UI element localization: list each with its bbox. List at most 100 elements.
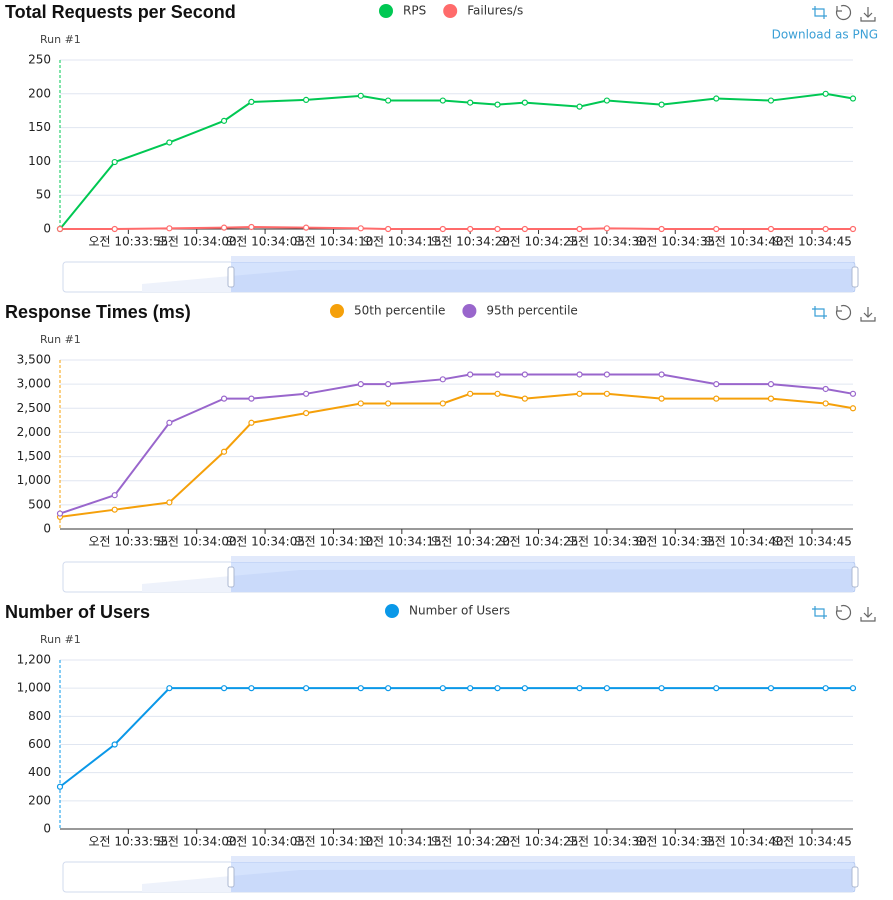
legend-label[interactable]: RPS bbox=[403, 4, 426, 18]
data-point bbox=[849, 225, 857, 233]
toolbox-icon[interactable] bbox=[835, 4, 852, 21]
chart-title: Response Times (ms) bbox=[5, 302, 191, 322]
x-tick-label: 오전 10:34:40 bbox=[704, 835, 784, 849]
zoom-handle[interactable] bbox=[227, 266, 235, 288]
toolbox-icon[interactable] bbox=[835, 604, 852, 621]
x-tick-label: 오전 10:34:05 bbox=[225, 235, 305, 249]
toolbox-icon[interactable] bbox=[860, 607, 876, 622]
x-tick-label: 오전 10:34:30 bbox=[567, 535, 647, 549]
toolbox-icon[interactable] bbox=[835, 304, 852, 321]
y-tick-label: 800 bbox=[28, 709, 51, 723]
legend-marker[interactable] bbox=[462, 304, 477, 318]
x-tick-label: 오전 10:34:00 bbox=[157, 535, 237, 549]
x-tick-label: 오전 10:34:25 bbox=[499, 535, 579, 549]
x-tick-label: 오전 10:34:30 bbox=[567, 235, 647, 249]
x-tick-label: 오전 10:34:15 bbox=[362, 835, 442, 849]
data-point bbox=[166, 685, 173, 692]
data-point bbox=[220, 448, 228, 455]
zoom-top-bar bbox=[231, 556, 855, 562]
toolbox-tooltip: Download as PNG bbox=[772, 28, 878, 42]
legend-marker[interactable] bbox=[385, 604, 399, 618]
y-tick-label: 3,500 bbox=[17, 353, 51, 367]
data-point bbox=[303, 685, 310, 692]
legend-marker[interactable] bbox=[443, 4, 458, 18]
x-tick-label: 오전 10:33:55 bbox=[88, 535, 168, 549]
data-point bbox=[849, 685, 857, 692]
data-point bbox=[658, 101, 665, 108]
legend-label[interactable]: Number of Users bbox=[409, 604, 510, 618]
data-point bbox=[713, 225, 720, 233]
toolbox-icon[interactable] bbox=[812, 606, 827, 619]
data-point bbox=[467, 685, 474, 692]
data-point bbox=[467, 225, 474, 233]
data-point bbox=[603, 685, 610, 692]
x-tick-label: 오전 10:34:45 bbox=[772, 235, 852, 249]
toolbox-icon[interactable] bbox=[860, 307, 876, 322]
data-point bbox=[166, 225, 173, 232]
toolbox-icon[interactable] bbox=[812, 6, 827, 19]
data-point bbox=[576, 390, 583, 397]
y-tick-label: 50 bbox=[36, 188, 51, 202]
data-point bbox=[576, 103, 583, 110]
series-line bbox=[59, 687, 853, 788]
data-point bbox=[494, 225, 501, 233]
toolbox-icon[interactable] bbox=[860, 7, 876, 22]
data-point bbox=[439, 685, 446, 692]
zoom-handle[interactable] bbox=[227, 566, 235, 588]
data-point bbox=[303, 390, 310, 397]
data-point bbox=[494, 101, 501, 108]
x-tick-label: 오전 10:34:15 bbox=[362, 535, 442, 549]
y-tick-label: 1,200 bbox=[17, 653, 51, 667]
data-point bbox=[767, 381, 775, 388]
legend-label[interactable]: 95th percentile bbox=[486, 304, 577, 318]
zoom-preview bbox=[142, 569, 853, 592]
data-point bbox=[111, 158, 118, 166]
x-tick-label: 오전 10:34:35 bbox=[635, 535, 715, 549]
y-tick-label: 3,000 bbox=[17, 377, 51, 391]
legend-marker[interactable] bbox=[379, 4, 393, 18]
x-tick-label: 오전 10:34:35 bbox=[635, 835, 715, 849]
zoom-selection[interactable] bbox=[231, 262, 855, 292]
x-tick-label: 오전 10:34:35 bbox=[635, 235, 715, 249]
data-point bbox=[494, 371, 501, 378]
data-point bbox=[385, 97, 392, 104]
data-point bbox=[767, 395, 775, 402]
y-tick-label: 0 bbox=[43, 522, 51, 536]
zoom-selection[interactable] bbox=[231, 562, 855, 592]
data-point bbox=[849, 405, 857, 412]
zoom-handle[interactable] bbox=[851, 566, 859, 588]
data-point bbox=[603, 225, 610, 232]
data-point bbox=[576, 371, 583, 378]
zoom-handle[interactable] bbox=[851, 266, 859, 288]
x-tick-label: 오전 10:34:10 bbox=[294, 535, 374, 549]
data-point bbox=[521, 225, 528, 233]
y-tick-label: 400 bbox=[28, 765, 51, 779]
zoom-preview bbox=[142, 869, 853, 892]
data-point bbox=[439, 376, 446, 383]
zoom-handle[interactable] bbox=[227, 866, 235, 888]
y-tick-label: 1,000 bbox=[17, 681, 51, 695]
x-tick-label: 오전 10:34:40 bbox=[704, 535, 784, 549]
zoom-selection[interactable] bbox=[231, 862, 855, 892]
legend-marker[interactable] bbox=[330, 304, 344, 318]
x-tick-label: 오전 10:34:45 bbox=[772, 835, 852, 849]
data-point bbox=[822, 90, 829, 97]
data-point bbox=[303, 224, 310, 231]
data-point bbox=[713, 381, 720, 388]
data-point bbox=[357, 225, 364, 232]
data-point bbox=[439, 400, 446, 407]
x-tick-label: 오전 10:34:20 bbox=[430, 835, 510, 849]
x-tick-label: 오전 10:34:20 bbox=[430, 235, 510, 249]
legend-label[interactable]: Failures/s bbox=[467, 4, 523, 18]
zoom-top-bar bbox=[231, 256, 855, 262]
zoom-handle[interactable] bbox=[851, 866, 859, 888]
data-point bbox=[467, 371, 474, 378]
x-tick-label: 오전 10:33:55 bbox=[88, 835, 168, 849]
x-tick-label: 오전 10:34:05 bbox=[225, 835, 305, 849]
data-point bbox=[220, 685, 228, 692]
zoom-top-bar bbox=[231, 856, 855, 862]
legend-label[interactable]: 50th percentile bbox=[354, 304, 445, 318]
data-point bbox=[576, 685, 583, 692]
toolbox-icon[interactable] bbox=[812, 306, 827, 319]
